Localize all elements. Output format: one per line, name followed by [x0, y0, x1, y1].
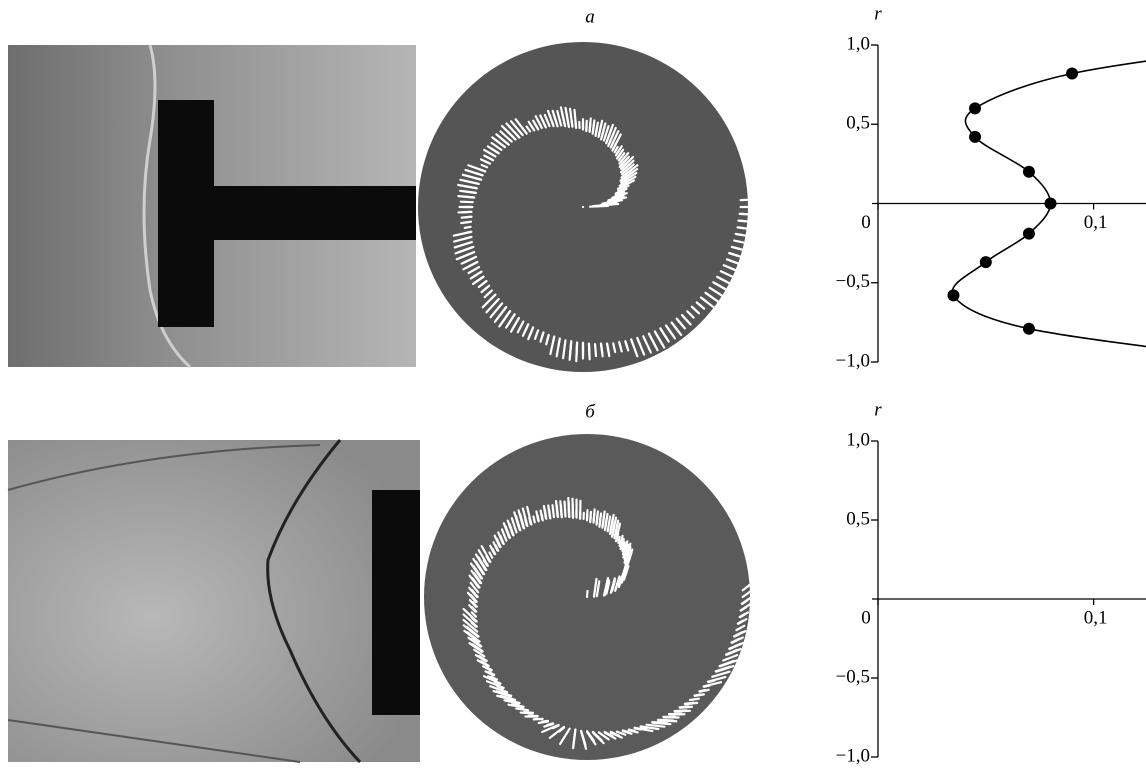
streak	[599, 518, 600, 527]
data-point	[947, 289, 959, 301]
streak	[466, 217, 472, 218]
streak	[565, 502, 566, 517]
panel-label: б	[585, 401, 596, 422]
streak	[595, 344, 596, 356]
panel-label: а	[585, 6, 595, 27]
streak	[542, 514, 543, 520]
streak	[619, 342, 621, 348]
x-tick-label: 0,1	[1084, 212, 1108, 233]
y-tick-label: 1,0	[846, 33, 870, 54]
streak	[542, 721, 548, 722]
data-point	[1023, 228, 1035, 240]
data-point	[1023, 166, 1035, 178]
streak	[652, 722, 667, 723]
streak	[740, 214, 758, 215]
streak	[461, 202, 473, 203]
streak	[738, 221, 756, 223]
y-tick-label: 1,0	[846, 429, 870, 450]
y-axis-label: r	[874, 3, 882, 24]
streak	[685, 703, 694, 704]
streak	[629, 730, 635, 731]
data-point	[969, 102, 981, 114]
streak	[621, 543, 623, 549]
streak	[575, 110, 577, 128]
streak	[597, 516, 598, 525]
streak	[675, 710, 687, 711]
x-tick-label: 0	[861, 607, 871, 628]
streak	[596, 127, 598, 136]
streak	[549, 509, 550, 518]
photo-a	[8, 45, 416, 367]
streak	[538, 515, 539, 521]
streak	[736, 234, 742, 235]
y-tick-label: −1,0	[836, 350, 870, 371]
data-point	[980, 256, 992, 268]
x-tick-label: 0	[861, 212, 871, 233]
streak	[593, 125, 594, 134]
streak	[590, 123, 591, 132]
y-tick-label: −0,5	[836, 666, 870, 687]
streak	[699, 690, 705, 691]
streak	[561, 505, 562, 517]
streak	[524, 712, 533, 713]
streak	[462, 196, 474, 197]
streak	[557, 505, 558, 517]
streak	[601, 344, 602, 353]
streak	[465, 222, 471, 223]
streak	[553, 505, 554, 517]
y-axis-label: r	[874, 399, 882, 420]
streak	[658, 720, 673, 721]
y-tick-label: 0,5	[846, 113, 870, 134]
data-point	[1023, 323, 1035, 335]
streak	[690, 699, 699, 700]
y-tick-label: −0,5	[836, 271, 870, 292]
streak	[738, 227, 744, 228]
figure: а б rp1,00,5−0,5−1,000,10,20,3rp1,00,5−0…	[0, 0, 1146, 773]
streak	[570, 341, 571, 356]
data-point	[1066, 68, 1078, 80]
streak	[465, 227, 471, 228]
streak	[464, 191, 476, 193]
streak	[680, 706, 689, 707]
streak	[533, 516, 534, 522]
streak	[547, 335, 549, 341]
streak	[545, 510, 546, 519]
streak	[547, 723, 553, 725]
streak	[569, 502, 570, 517]
streak	[589, 344, 590, 356]
data-point	[1045, 198, 1057, 210]
x-tick-label: 0,1	[1084, 607, 1108, 628]
y-tick-label: 0,5	[846, 508, 870, 529]
streak	[594, 514, 595, 523]
streak	[695, 694, 701, 695]
data-point	[969, 131, 981, 143]
streak	[593, 205, 608, 206]
photo-b	[8, 440, 420, 762]
y-tick-label: −1,0	[836, 745, 870, 766]
streak	[576, 342, 577, 357]
streak	[607, 344, 609, 353]
streak	[741, 199, 756, 200]
